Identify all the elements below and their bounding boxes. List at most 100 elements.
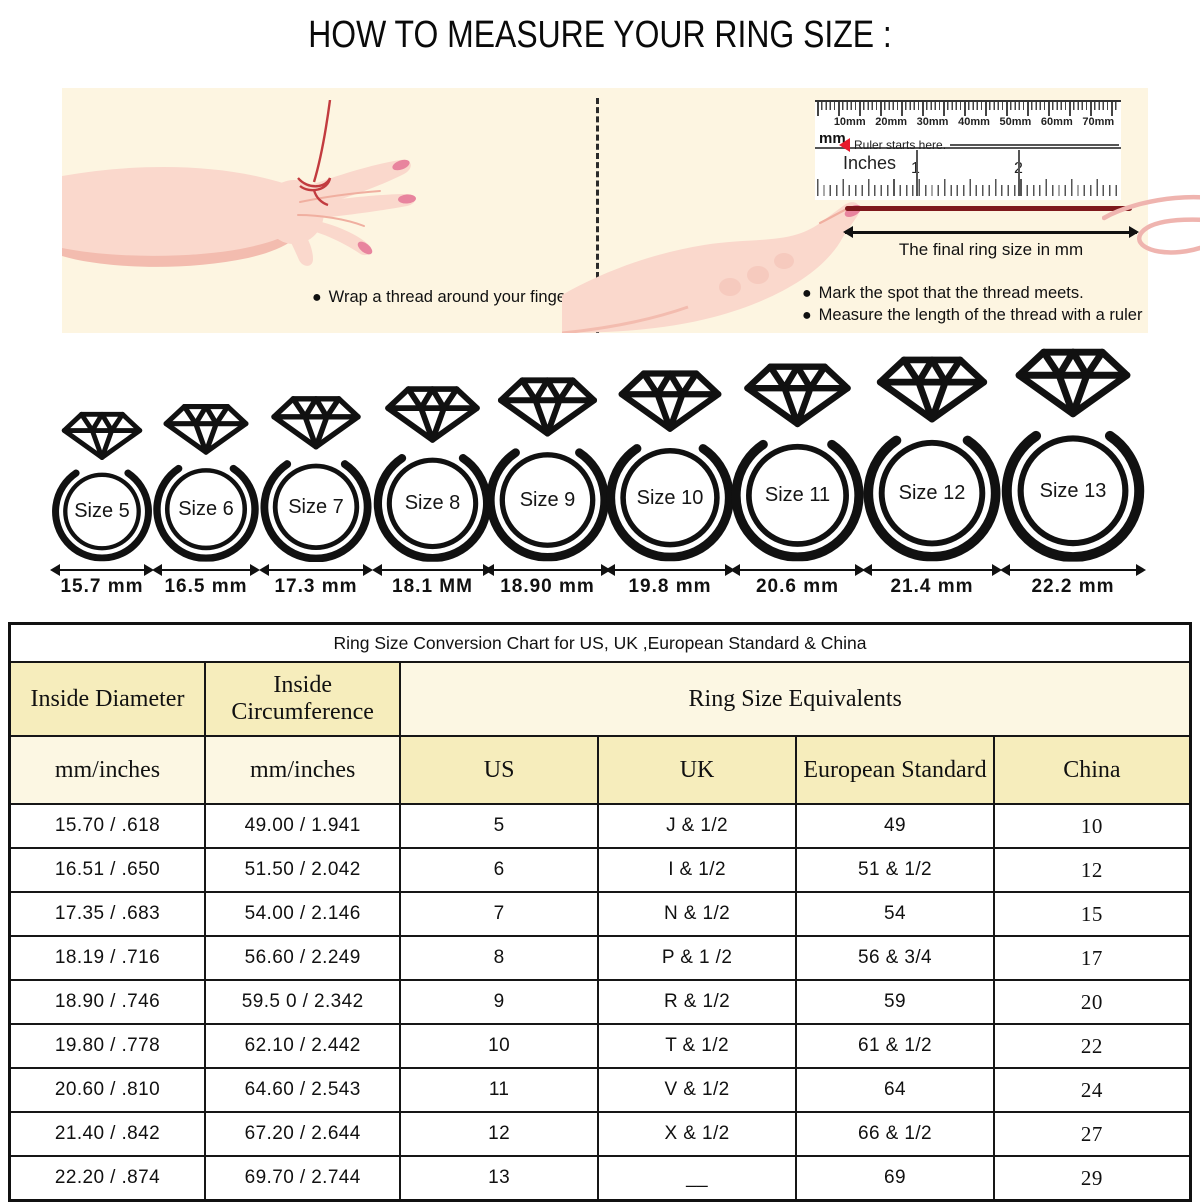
arrowhead-left xyxy=(729,563,740,576)
ruler-illustration: 10mm 20mm 30mm 40mm 50mm 60mm 70mm mm Ru… xyxy=(815,100,1121,200)
ruler-middle-line xyxy=(815,147,1121,149)
cell-us: 8 xyxy=(399,935,599,981)
cell-circumference: 69.70 / 2.744 xyxy=(203,1155,402,1202)
cell-diameter: 19.80 / .778 xyxy=(8,1023,206,1069)
cell-eu: 69 xyxy=(795,1155,995,1202)
cell-uk: T & 1/2 xyxy=(596,1023,798,1069)
step-right-bullet-2: ● Measure the length of the thread with a… xyxy=(802,306,1142,325)
ring-icon xyxy=(256,394,376,562)
ring-diameter-label: 16.5 mm xyxy=(164,576,248,597)
cell-diameter: 17.35 / .683 xyxy=(8,891,206,937)
cell-uk: P & 1 /2 xyxy=(596,935,798,981)
cell-circumference: 64.60 / 2.543 xyxy=(203,1067,402,1113)
mm-label: 10mm xyxy=(833,116,866,128)
diameter-arrow xyxy=(372,563,493,576)
table-group-header-row: Inside Diameter Inside Circumference Rin… xyxy=(8,661,1192,737)
bullet-dot: ● xyxy=(802,285,812,302)
cell-eu: 66 & 1/2 xyxy=(795,1111,995,1157)
ring-icon xyxy=(601,368,739,561)
ruler-starts-line xyxy=(950,144,1119,146)
inch-tick-2 xyxy=(1018,150,1020,196)
ring-diameter-label: 15.7 mm xyxy=(60,576,144,597)
table-title: Ring Size Conversion Chart for US, UK ,E… xyxy=(8,622,1192,663)
arrowhead-right xyxy=(1135,563,1146,576)
mm-label: 40mm xyxy=(958,116,990,128)
ring-size-label: Size 5 xyxy=(74,500,130,523)
cell-china: 27 xyxy=(992,1111,1192,1157)
ruler-top-edge xyxy=(815,100,1121,102)
cell-diameter: 22.20 / .874 xyxy=(8,1155,206,1202)
diameter-arrow xyxy=(50,563,154,576)
table-row: 19.80 / .778 62.10 / 2.442 10 T & 1/2 61 & 1… xyxy=(8,1023,1192,1069)
conversion-table: Ring Size Conversion Chart for US, UK ,E… xyxy=(8,622,1192,1202)
cell-china: 10 xyxy=(992,803,1192,849)
arrowhead-left xyxy=(484,563,495,576)
cell-us: 6 xyxy=(399,847,599,893)
ring-size-6: Size 6 16.5 mm xyxy=(149,402,263,598)
ring-size-label: Size 8 xyxy=(404,491,461,514)
cell-circumference: 59.5 0 / 2.342 xyxy=(203,979,402,1025)
cell-us: 7 xyxy=(399,891,599,937)
cell-eu: 54 xyxy=(795,891,995,937)
arrowhead-left xyxy=(151,563,162,576)
cell-china: 20 xyxy=(992,979,1192,1025)
cell-china: 15 xyxy=(992,891,1192,937)
ring-diameter-label: 18.1 MM xyxy=(392,576,473,597)
cell-diameter: 20.60 / .810 xyxy=(8,1067,206,1113)
table-row: 15.70 / .618 49.00 / 1.941 5 J & 1/2 49 10 xyxy=(8,803,1192,849)
red-left-arrow-icon xyxy=(839,138,850,152)
arrowhead-left xyxy=(1000,563,1011,576)
ring-diameter-label: 18.90 mm xyxy=(500,576,595,597)
mm-label: 20mm xyxy=(875,116,908,128)
final-size-label: The final ring size in mm xyxy=(898,240,1084,259)
diameter-arrow xyxy=(484,563,611,576)
diameter-arrow xyxy=(604,563,736,576)
cell-china: 29 xyxy=(992,1155,1192,1202)
arrowhead-right xyxy=(855,563,866,576)
cell-eu: 49 xyxy=(795,803,995,849)
cell-circumference: 62.10 / 2.442 xyxy=(203,1023,402,1069)
cell-us: 12 xyxy=(399,1111,599,1157)
cell-circumference: 51.50 / 2.042 xyxy=(203,847,402,893)
step-right-bullet-1: ● Mark the spot that the thread meets. xyxy=(802,284,1084,303)
cell-uk: V & 1/2 xyxy=(596,1067,798,1113)
diameter-arrow xyxy=(729,563,866,576)
ring-diameter-label: 22.2 mm xyxy=(1031,576,1115,597)
ruler-starts-here: Ruler starts here. xyxy=(839,138,1119,152)
ring-size-9: Size 9 18.90 mm xyxy=(481,375,614,598)
arrowhead-right xyxy=(363,563,374,576)
ring-icon xyxy=(149,402,263,562)
subheader-china: China xyxy=(992,735,1192,805)
ring-size-8: Size 8 18.1 MM xyxy=(369,384,496,598)
ring-size-label: Size 10 xyxy=(636,487,704,510)
inch-tick-1 xyxy=(916,150,918,196)
cell-diameter: 18.19 / .716 xyxy=(8,935,206,981)
inch-number-1: 1 xyxy=(911,160,920,178)
cell-eu: 64 xyxy=(795,1067,995,1113)
cell-diameter: 15.70 / .618 xyxy=(8,803,206,849)
cell-uk: N & 1/2 xyxy=(596,891,798,937)
cell-circumference: 56.60 / 2.249 xyxy=(203,935,402,981)
bullet-dot: ● xyxy=(802,307,812,324)
ruler-mm-labels: 10mm 20mm 30mm 40mm 50mm 60mm 70mm xyxy=(829,116,1119,128)
table-subheader-row: mm/inches mm/inches US UK European Stand… xyxy=(8,735,1192,805)
ring-size-label: Size 12 xyxy=(898,482,966,505)
ring-icon xyxy=(369,384,496,562)
diameter-arrow xyxy=(258,563,374,576)
table-title-row: Ring Size Conversion Chart for US, UK ,E… xyxy=(8,622,1192,663)
thread-loop-icon xyxy=(1102,194,1200,255)
measured-thread-icon xyxy=(845,206,1132,211)
mm-label: 70mm xyxy=(1082,116,1115,128)
table-row: 16.51 / .650 51.50 / 2.042 6 I & 1/2 51 & 1/… xyxy=(8,847,1192,893)
ring-icon xyxy=(48,410,156,561)
subheader-uk: UK xyxy=(596,735,798,805)
ring-size-12: Size 12 21.4 mm xyxy=(858,354,1006,598)
bullet-dot: ● xyxy=(312,289,322,306)
cell-eu: 51 & 1/2 xyxy=(795,847,995,893)
ruler-inch-minor-ticks xyxy=(817,185,1119,196)
table-row: 22.20 / .874 69.70 / 2.744 13 __ 69 29 xyxy=(8,1155,1192,1202)
ring-size-label: Size 6 xyxy=(178,497,234,520)
mm-label: 60mm xyxy=(1040,116,1073,128)
step-left-bullet: ● Wrap a thread around your finger xyxy=(312,288,571,307)
mm-label: 50mm xyxy=(999,116,1032,128)
